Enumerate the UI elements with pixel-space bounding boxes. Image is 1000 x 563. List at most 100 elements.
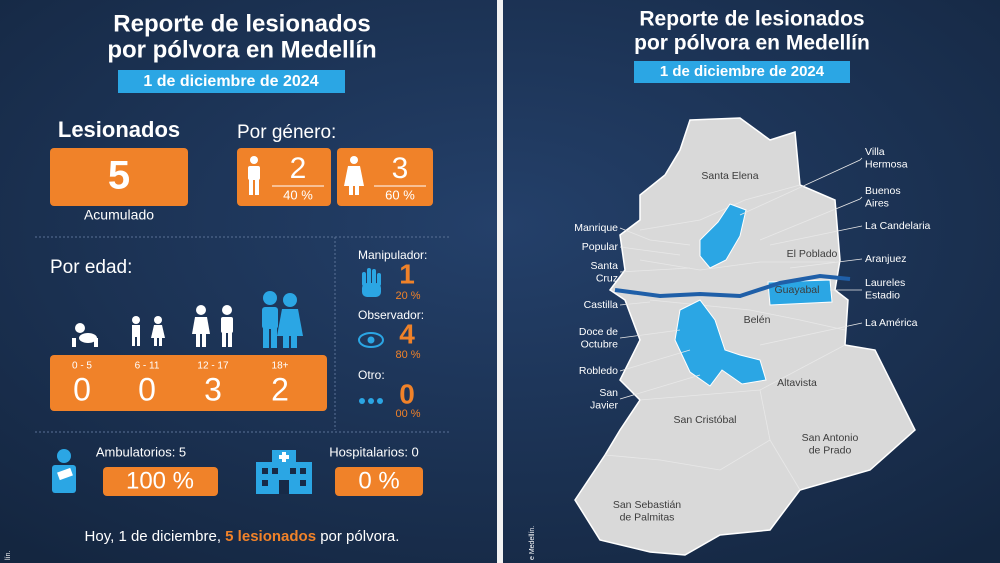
map-label: Aranjuez [865, 253, 906, 265]
title-line: por pólvora en Medellín [634, 32, 870, 55]
total-label: Lesionados [58, 117, 180, 142]
footer-text: Hoy, 1 de diciembre, [85, 528, 226, 545]
care-box [103, 467, 218, 496]
dots-icon [359, 398, 383, 404]
age-icons [72, 305, 233, 347]
map-label: Guayabal [775, 284, 820, 296]
age-range: 18+ [272, 361, 289, 372]
right-panel: Reporte de lesionados por pólvora en Med… [529, 8, 931, 560]
map-label: Laureles [865, 277, 905, 289]
female-icon [344, 156, 364, 195]
role-percent: 00 % [395, 408, 420, 420]
map-label: Robledo [579, 365, 618, 377]
date-box [118, 70, 345, 93]
male-icon [248, 156, 260, 195]
role-label: Observador: [358, 308, 424, 322]
map-label: Popular [582, 241, 619, 253]
age-range: 12 - 17 [197, 361, 229, 372]
gender-value: 3 [392, 152, 409, 185]
map-label: El Poblado [787, 248, 838, 260]
map-outline [574, 117, 916, 556]
map-label: Santa Elena [701, 170, 758, 182]
date-box [634, 61, 850, 83]
eye-icon [358, 332, 384, 348]
map-label: de Palmitas [620, 511, 675, 523]
role-value: 4 [399, 318, 415, 349]
gender-value: 2 [290, 152, 307, 185]
care-label: Ambulatorios: 5 [96, 444, 186, 459]
map-label: Villa [865, 146, 885, 158]
map-label: La América [865, 317, 918, 329]
role-percent: 80 % [395, 349, 420, 361]
title-line: Reporte de lesionados [639, 8, 864, 31]
role-label: Manipulador: [358, 248, 427, 262]
age-value: 0 [73, 371, 91, 407]
highlight-area [767, 279, 833, 306]
role-value: 0 [399, 378, 415, 409]
role-value: 1 [399, 258, 415, 289]
map-label: Castilla [584, 299, 619, 311]
map-label: Hermosa [865, 158, 908, 170]
gender-box [237, 148, 331, 206]
leader-lines [619, 157, 863, 400]
map-label: La Candelaria [865, 220, 931, 232]
map-label: Cruz [596, 272, 618, 284]
adult-icons [262, 291, 303, 348]
map-label: San Sebastián [613, 499, 681, 511]
map-label: San Cristóbal [673, 414, 736, 426]
role-percent: 20 % [395, 290, 420, 302]
map-label: Manrique [574, 222, 618, 234]
care-box [335, 467, 423, 496]
age-range: 0 - 5 [72, 361, 92, 372]
map-label: Octubre [581, 338, 619, 350]
hospital-icon [256, 450, 312, 494]
map-label: Belén [744, 314, 771, 326]
footer-highlight: 5 lesionados [225, 528, 316, 545]
age-value: 3 [204, 371, 222, 407]
ambulatory-icon [52, 449, 76, 493]
left-panel: Reporte de lesionados por pólvora en Med… [5, 10, 450, 560]
footer: Hoy, 1 de diciembre, 5 lesionados por pó… [85, 528, 400, 545]
hand-icon [362, 268, 381, 297]
credit: e Medellín. [529, 526, 536, 560]
title-line: Reporte de lesionados [113, 10, 370, 37]
total-caption: Acumulado [84, 207, 154, 223]
age-box [50, 355, 327, 411]
map-label: Estadio [865, 289, 900, 301]
highlight-area [699, 203, 747, 269]
map-label: Javier [590, 399, 619, 411]
footer-text: por pólvora. [316, 528, 399, 545]
map-label: de Prado [809, 444, 852, 456]
total-box [50, 148, 188, 206]
district-borders [604, 184, 846, 491]
date: 1 de diciembre de 2024 [660, 63, 825, 80]
divider [497, 0, 503, 563]
date: 1 de diciembre de 2024 [143, 73, 318, 90]
gender-percent: 60 % [385, 187, 415, 202]
map-label: Buenos [865, 185, 901, 197]
map-label: Aires [865, 197, 889, 209]
map-label: Altavista [777, 377, 817, 389]
age-range: 6 - 11 [135, 361, 160, 372]
gender-box [337, 148, 433, 206]
highlight-area [674, 299, 767, 387]
map-label: San [599, 387, 618, 399]
age-label: Por edad: [50, 257, 132, 278]
map-label: San Antonio [802, 432, 859, 444]
map-label: Santa [591, 260, 619, 272]
total-value: 5 [108, 154, 130, 198]
care-percent: 100 % [126, 467, 194, 494]
gender-label: Por género: [237, 122, 336, 143]
gender-percent: 40 % [283, 187, 313, 202]
role-label: Otro: [358, 368, 385, 382]
title-line: por pólvora en Medellín [107, 36, 376, 63]
map-label: Doce de [579, 326, 618, 338]
river [614, 273, 851, 299]
credit: lín. [5, 551, 12, 560]
age-value: 0 [138, 371, 156, 407]
